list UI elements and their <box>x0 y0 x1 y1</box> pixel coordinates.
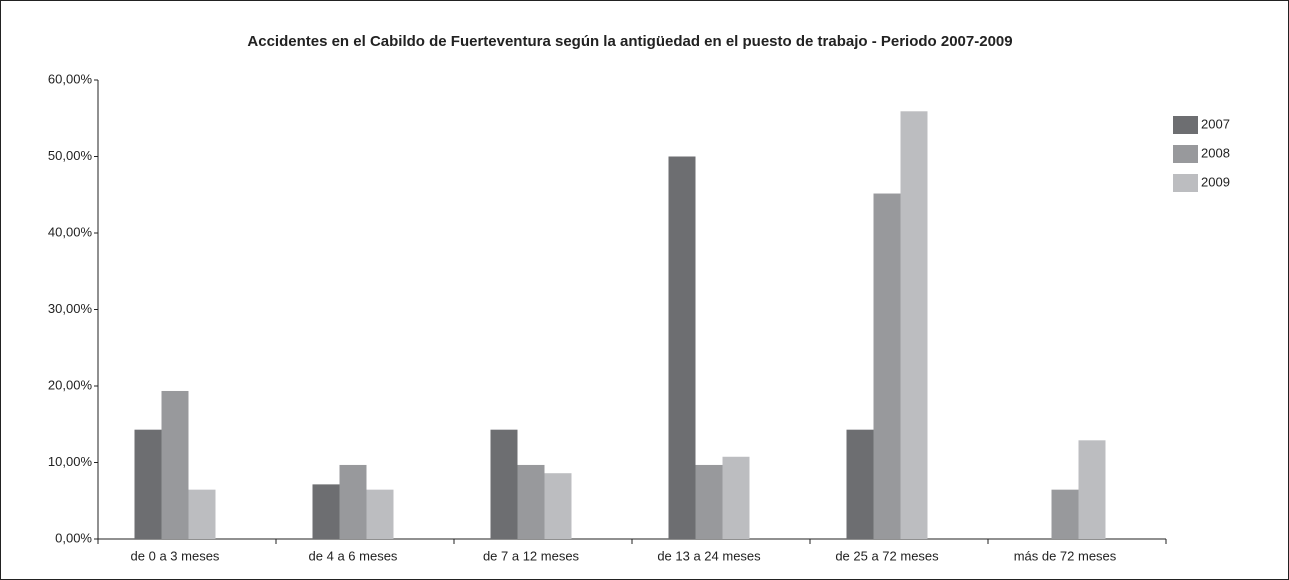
legend-label: 2009 <box>1201 174 1230 189</box>
legend-label: 2007 <box>1201 116 1230 131</box>
bar <box>134 429 162 539</box>
bar <box>366 489 394 539</box>
bar <box>188 489 216 539</box>
bar <box>695 464 723 539</box>
bar <box>312 484 340 539</box>
x-tick-label: de 13 a 24 meses <box>657 548 761 563</box>
chart-title: Accidentes en el Cabildo de Fuerteventur… <box>247 33 1012 50</box>
legend-swatch <box>1173 116 1198 134</box>
legend-swatch <box>1173 145 1198 163</box>
legend-swatch <box>1173 174 1198 192</box>
y-tick-label: 30,00% <box>48 301 93 316</box>
y-tick-label: 40,00% <box>48 224 93 239</box>
bar <box>161 390 189 539</box>
bar <box>846 429 874 539</box>
bar <box>339 464 367 539</box>
bar <box>1078 440 1106 539</box>
bar <box>490 429 518 539</box>
bar <box>517 464 545 539</box>
y-tick-label: 50,00% <box>48 148 93 163</box>
y-tick-label: 0,00% <box>55 530 92 545</box>
y-tick-label: 10,00% <box>48 454 93 469</box>
bar <box>668 156 696 539</box>
legend-label: 2008 <box>1201 145 1230 160</box>
x-tick-label: de 7 a 12 meses <box>483 548 580 563</box>
bar <box>722 456 750 539</box>
y-tick-label: 20,00% <box>48 377 93 392</box>
bar <box>900 111 928 539</box>
bar <box>544 473 572 539</box>
x-tick-label: más de 72 meses <box>1014 548 1117 563</box>
x-tick-label: de 0 a 3 meses <box>131 548 220 563</box>
bar <box>1051 489 1079 539</box>
x-tick-label: de 4 a 6 meses <box>309 548 398 563</box>
bar <box>873 193 901 539</box>
x-tick-label: de 25 a 72 meses <box>835 548 939 563</box>
y-tick-label: 60,00% <box>48 71 93 86</box>
